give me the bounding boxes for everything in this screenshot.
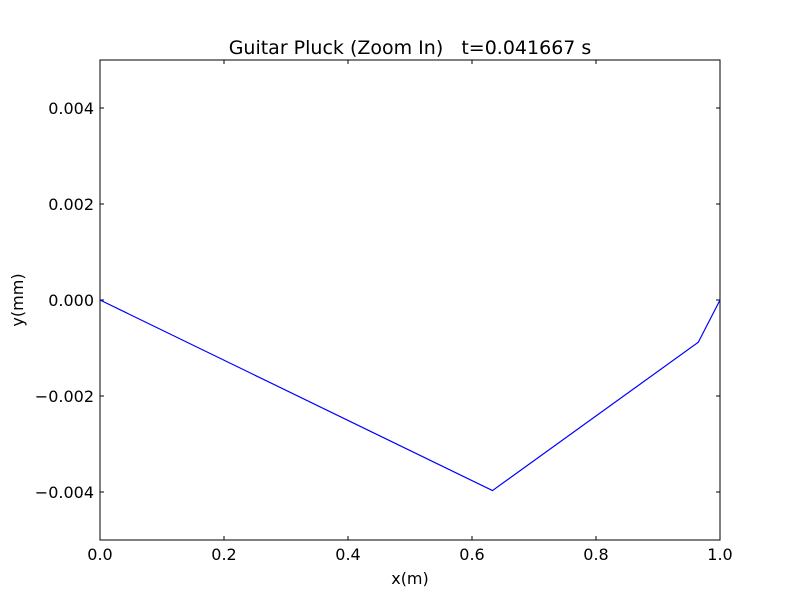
x-axis-label: x(m) xyxy=(391,569,429,588)
x-tick-label: 0.8 xyxy=(583,545,608,564)
x-tick-label: 1.0 xyxy=(707,545,732,564)
chart-title: Guitar Pluck (Zoom In) t=0.041667 s xyxy=(229,37,592,59)
data-series xyxy=(99,299,721,492)
y-axis-label: y(mm) xyxy=(8,273,27,326)
y-tick-label: −0.004 xyxy=(35,483,94,502)
plot-area xyxy=(99,59,721,541)
y-tick-label: −0.002 xyxy=(35,387,94,406)
axis-ticks: 0.0 0.2 0.4 0.6 0.8 1.0 −0.004 −0.002 0.000 0.002… xyxy=(35,60,733,564)
series-line xyxy=(99,299,721,492)
x-tick-label: 0.2 xyxy=(211,545,236,564)
y-tick-label: 0.002 xyxy=(48,195,94,214)
y-tick-label: 0.000 xyxy=(48,291,94,310)
x-tick-label: 0.6 xyxy=(459,545,484,564)
y-tick-label: 0.004 xyxy=(48,99,94,118)
x-tick-label: 0.0 xyxy=(87,545,112,564)
x-tick-label: 0.4 xyxy=(335,545,360,564)
